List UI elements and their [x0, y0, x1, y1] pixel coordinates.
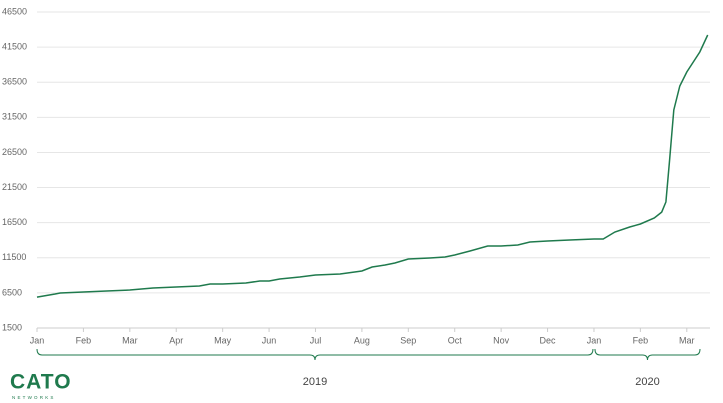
year-label: 2020 [635, 376, 659, 388]
x-tick-label: Jun [262, 335, 277, 345]
y-tick-label: 31500 [2, 112, 27, 122]
logo-tagline: NETWORKS [12, 395, 56, 400]
x-tick-label: Nov [493, 335, 510, 345]
y-tick-label: 6500 [2, 287, 22, 297]
x-tick-label: Sep [400, 335, 416, 345]
x-tick-label: May [214, 335, 232, 345]
x-tick-label: Feb [633, 335, 649, 345]
x-tick-label: Jan [587, 335, 602, 345]
x-tick-label: Jul [310, 335, 322, 345]
y-tick-label: 16500 [2, 217, 27, 227]
y-tick-label: 26500 [2, 147, 27, 157]
x-tick-label: Aug [354, 335, 370, 345]
y-tick-label: 1500 [2, 322, 22, 332]
x-tick-label: Dec [540, 335, 557, 345]
y-tick-label: 46500 [2, 6, 27, 16]
year-label: 2019 [303, 376, 327, 388]
logo-name: CATO [10, 371, 72, 394]
x-tick-label: Mar [122, 335, 138, 345]
y-tick-label: 21500 [2, 182, 27, 192]
series-line [36, 34, 709, 298]
year-bracket [594, 348, 701, 361]
y-tick-label: 11500 [2, 252, 26, 262]
x-tick-label: Mar [679, 335, 695, 345]
x-tick-label: Feb [76, 335, 92, 345]
year-bracket [36, 348, 594, 361]
y-tick-label: 41500 [2, 41, 27, 51]
x-tick-label: Oct [448, 335, 463, 345]
y-tick-label: 36500 [2, 77, 27, 87]
x-tick-label: Apr [169, 335, 183, 345]
x-tick-label: Jan [30, 335, 45, 345]
